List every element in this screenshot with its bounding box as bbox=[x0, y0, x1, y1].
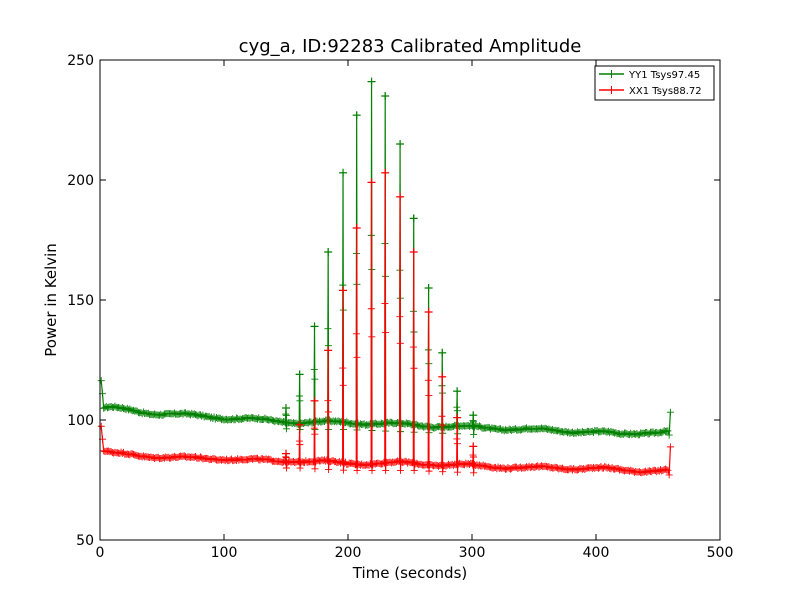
x-tick-label: 200 bbox=[335, 545, 362, 561]
spike-peak-point bbox=[424, 308, 433, 316]
spike-peak-point bbox=[409, 214, 418, 223]
spike-peak-point bbox=[367, 178, 376, 187]
series-markers bbox=[97, 169, 674, 479]
spike-peak-point bbox=[339, 168, 348, 177]
legend-box bbox=[594, 65, 715, 101]
legend: YY1 Tsys97.45 XX1 Tsys88.72 bbox=[594, 65, 715, 101]
spike-peak-point bbox=[396, 192, 405, 201]
ticks-layer: 0 100 200 300 400 500 50 100 150 200 250 bbox=[67, 53, 733, 561]
spike-peak-point bbox=[438, 372, 447, 381]
spike-peak-point bbox=[381, 168, 390, 177]
spike-peak-point bbox=[282, 449, 290, 458]
legend-marker-yy1 bbox=[607, 70, 616, 78]
spike-peak-point bbox=[310, 396, 319, 405]
y-tick-label: 100 bbox=[67, 413, 94, 429]
spike-peak-point bbox=[396, 140, 405, 148]
spike-peak-point bbox=[453, 387, 462, 396]
x-axis-label: Time (seconds) bbox=[352, 564, 468, 582]
series-xx1 bbox=[97, 168, 674, 479]
spike-peak-point bbox=[282, 404, 290, 412]
spike-peak-point bbox=[352, 224, 361, 232]
spike-peak-point bbox=[367, 77, 376, 86]
legend-label-xx1: XX1 Tsys88.72 bbox=[629, 86, 702, 97]
x-tick-label: 0 bbox=[96, 545, 105, 561]
spike-peak-point bbox=[339, 286, 348, 295]
x-tick-label: 400 bbox=[583, 545, 610, 561]
spike-peak-point bbox=[324, 346, 333, 355]
y-tick-label: 50 bbox=[76, 533, 94, 549]
x-tick-label: 300 bbox=[459, 545, 486, 561]
spike-peak-point bbox=[295, 420, 304, 429]
legend-marker-xx1 bbox=[607, 86, 616, 94]
legend-label-yy1: YY1 Tsys97.45 bbox=[628, 70, 700, 81]
spike-peak-point bbox=[469, 411, 478, 420]
y-tick-label: 150 bbox=[67, 293, 94, 309]
series-layer bbox=[97, 77, 674, 479]
spike-peak-point bbox=[310, 322, 319, 331]
spike-peak-point bbox=[324, 248, 333, 256]
y-tick-label: 200 bbox=[67, 173, 94, 189]
x-tick-label: 100 bbox=[211, 545, 238, 561]
y-axis-label: Power in Kelvin bbox=[42, 243, 60, 357]
spike-peak-point bbox=[381, 92, 390, 100]
spike-peak-point bbox=[352, 111, 361, 120]
spike-peak-point bbox=[438, 348, 447, 357]
spike-peak-point bbox=[424, 284, 433, 292]
spike-peak-point bbox=[453, 413, 462, 422]
y-tick-label: 250 bbox=[67, 53, 94, 69]
spike-peak-point bbox=[295, 370, 304, 379]
chart-title: cyg_a, ID:92283 Calibrated Amplitude bbox=[239, 36, 582, 57]
spike-peak-point bbox=[409, 248, 418, 256]
spike-peak-point bbox=[469, 442, 478, 451]
x-tick-label: 500 bbox=[707, 545, 734, 561]
